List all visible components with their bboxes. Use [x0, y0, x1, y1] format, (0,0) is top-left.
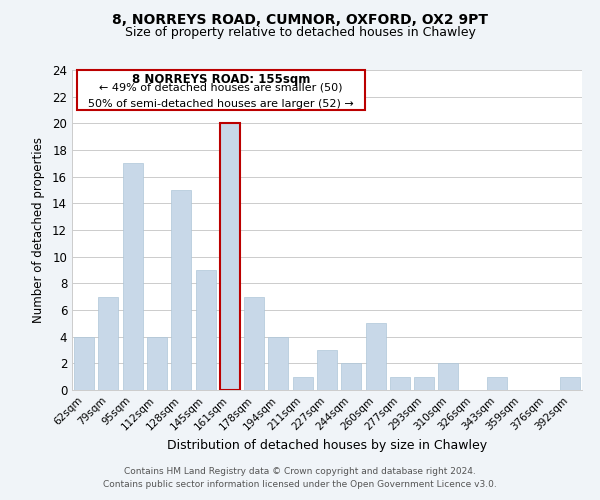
Text: 8, NORREYS ROAD, CUMNOR, OXFORD, OX2 9PT: 8, NORREYS ROAD, CUMNOR, OXFORD, OX2 9PT	[112, 12, 488, 26]
Bar	[268, 336, 289, 390]
Bar	[98, 296, 118, 390]
Text: 8 NORREYS ROAD: 155sqm: 8 NORREYS ROAD: 155sqm	[132, 73, 310, 86]
Bar	[74, 336, 94, 390]
Bar	[220, 124, 240, 390]
Text: Size of property relative to detached houses in Chawley: Size of property relative to detached ho…	[125, 26, 475, 39]
Bar	[293, 376, 313, 390]
Bar	[414, 376, 434, 390]
Bar	[390, 376, 410, 390]
Bar	[341, 364, 361, 390]
FancyBboxPatch shape	[77, 70, 365, 110]
Bar	[560, 376, 580, 390]
Bar	[365, 324, 386, 390]
Y-axis label: Number of detached properties: Number of detached properties	[32, 137, 45, 323]
Text: ← 49% of detached houses are smaller (50): ← 49% of detached houses are smaller (50…	[100, 83, 343, 93]
Text: Contains public sector information licensed under the Open Government Licence v3: Contains public sector information licen…	[103, 480, 497, 489]
Bar	[123, 164, 143, 390]
Bar	[487, 376, 507, 390]
X-axis label: Distribution of detached houses by size in Chawley: Distribution of detached houses by size …	[167, 438, 487, 452]
Bar	[172, 190, 191, 390]
Text: Contains HM Land Registry data © Crown copyright and database right 2024.: Contains HM Land Registry data © Crown c…	[124, 467, 476, 476]
Bar	[244, 296, 264, 390]
Text: 50% of semi-detached houses are larger (52) →: 50% of semi-detached houses are larger (…	[88, 99, 354, 109]
Bar	[439, 364, 458, 390]
Bar	[317, 350, 337, 390]
Bar	[147, 336, 167, 390]
Bar	[196, 270, 215, 390]
